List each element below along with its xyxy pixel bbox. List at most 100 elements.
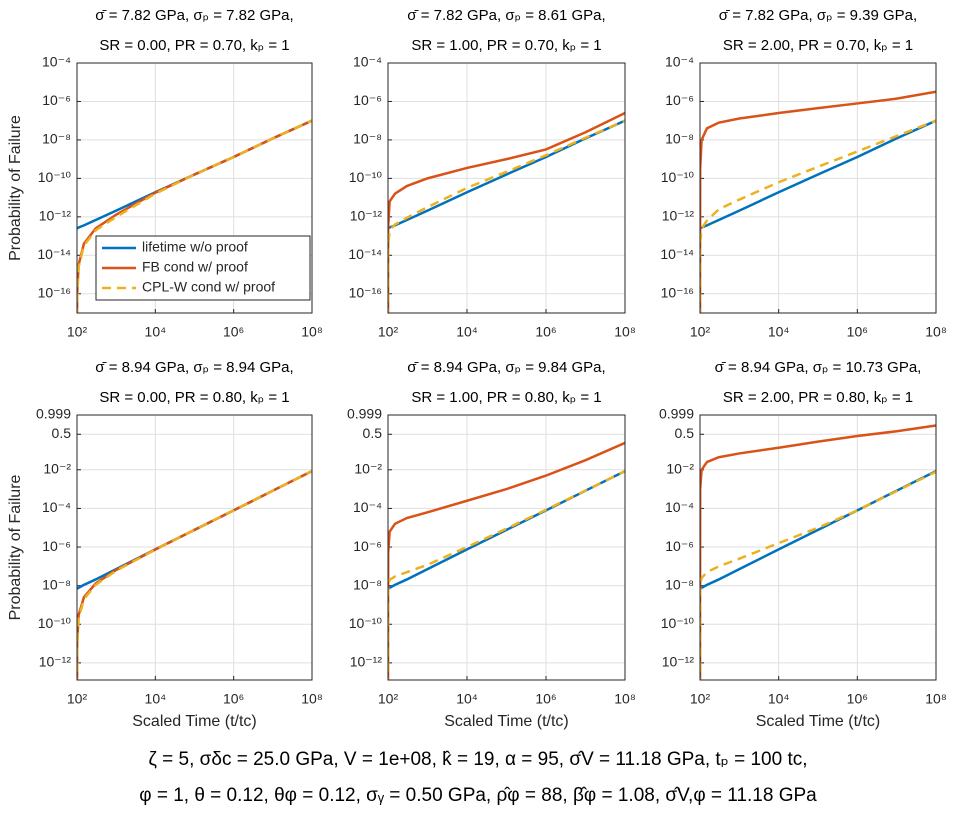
y-tick-label: 10⁻⁸ — [353, 131, 382, 147]
series-line — [388, 470, 625, 680]
y-tick-label: 10⁻¹⁰ — [349, 615, 383, 631]
y-tick-label: 10⁻¹⁰ — [661, 615, 695, 631]
axes-box — [699, 414, 937, 681]
chart-title: SR = 0.00, PR = 0.70, kₚ = 1 — [99, 37, 289, 54]
y-tick-label: 10⁻¹² — [350, 654, 383, 670]
x-tick-label: 10² — [67, 324, 88, 340]
axes-box — [76, 62, 313, 314]
y-tick-label: 10⁻⁶ — [42, 538, 71, 554]
y-tick-label: 10⁻¹⁴ — [348, 246, 382, 262]
y-tick-label: 10⁻² — [666, 460, 694, 476]
x-tick-label: 10⁴ — [768, 691, 790, 707]
chart-title: σ̄ = 7.82 GPa, σₚ = 7.82 GPa, — [95, 7, 293, 24]
y-tick-label: 10⁻⁶ — [42, 92, 71, 108]
y-axis-label: Probability of Failure — [7, 474, 24, 620]
chart-title: σ̄ = 8.94 GPa, σₚ = 10.73 GPa, — [715, 359, 922, 376]
y-tick-label: 10⁻¹⁰ — [38, 615, 72, 631]
x-tick-label: 10⁸ — [925, 691, 947, 707]
chart-title: SR = 1.00, PR = 0.80, kₚ = 1 — [411, 389, 601, 406]
x-tick-label: 10⁸ — [301, 691, 323, 707]
legend-label: FB cond w/ proof — [142, 259, 248, 275]
y-tick-label: 0.5 — [675, 425, 695, 441]
chart-title: σ̄ = 8.94 GPa, σₚ = 8.94 GPa, — [95, 359, 293, 376]
series-line — [388, 441, 625, 680]
y-tick-label: 10⁻² — [43, 460, 71, 476]
y-tick-label: 10⁻¹² — [39, 208, 72, 224]
chart-title: σ̄ = 7.82 GPa, σₚ = 9.39 GPa, — [719, 7, 917, 24]
chart-title: SR = 2.00, PR = 0.70, kₚ = 1 — [723, 37, 913, 54]
legend-label: CPL-W cond w/ proof — [142, 279, 275, 295]
series-line — [700, 470, 936, 680]
y-tick-label: 0.5 — [363, 425, 383, 441]
y-tick-label: 10⁻⁴ — [353, 499, 382, 515]
chart-title: SR = 2.00, PR = 0.80, kₚ = 1 — [723, 389, 913, 406]
x-axis-label: Scaled Time (t/tc) — [444, 713, 568, 730]
axes-box — [699, 62, 937, 314]
y-tick-label: 10⁻¹⁰ — [38, 169, 72, 185]
plot-area — [388, 63, 625, 313]
y-tick-label: 10⁻⁴ — [665, 54, 694, 70]
chart-title: σ̄ = 8.94 GPa, σₚ = 9.84 GPa, — [407, 359, 605, 376]
y-tick-label: 10⁻⁴ — [353, 54, 382, 70]
y-axis-label: Probability of Failure — [7, 115, 24, 261]
y-tick-label: 10⁻⁶ — [665, 92, 694, 108]
x-tick-label: 10⁶ — [223, 324, 244, 340]
x-tick-label: 10² — [378, 324, 399, 340]
x-tick-label: 10⁴ — [456, 691, 478, 707]
series-line — [700, 424, 936, 680]
y-tick-label: 0.999 — [659, 406, 694, 422]
axes-box — [387, 414, 626, 681]
y-tick-label: 10⁻¹² — [662, 208, 695, 224]
y-tick-label: 10⁻⁴ — [42, 54, 71, 70]
y-tick-label: 10⁻¹⁶ — [38, 284, 71, 300]
legend-label: lifetime w/o proof — [142, 239, 248, 255]
y-tick-label: 10⁻¹⁴ — [660, 246, 694, 262]
x-tick-label: 10² — [690, 691, 711, 707]
x-tick-label: 10⁶ — [535, 324, 556, 340]
x-tick-label: 10⁶ — [847, 691, 868, 707]
series-line — [700, 119, 936, 313]
x-tick-label: 10⁸ — [614, 691, 636, 707]
y-tick-label: 10⁻⁴ — [665, 499, 694, 515]
y-tick-label: 10⁻⁸ — [665, 131, 694, 147]
x-tick-label: 10⁸ — [614, 324, 636, 340]
y-tick-label: 10⁻¹² — [39, 654, 72, 670]
series-line — [388, 111, 625, 313]
y-tick-label: 0.999 — [347, 406, 382, 422]
chart-title: SR = 0.00, PR = 0.80, kₚ = 1 — [99, 389, 289, 406]
x-tick-label: 10² — [690, 324, 711, 340]
x-tick-label: 10⁶ — [223, 691, 244, 707]
y-tick-label: 10⁻¹⁰ — [349, 169, 383, 185]
caption-line: φ = 1, θ = 0.12, θφ = 0.12, σᵧ = 0.50 GP… — [139, 785, 817, 806]
x-tick-label: 10² — [378, 691, 399, 707]
x-axis-label: Scaled Time (t/tc) — [756, 713, 880, 730]
y-tick-label: 10⁻⁶ — [353, 92, 382, 108]
y-tick-label: 10⁻¹² — [662, 654, 695, 670]
x-tick-label: 10⁶ — [847, 324, 868, 340]
axes-box — [76, 414, 313, 681]
y-tick-label: 10⁻¹⁴ — [37, 246, 71, 262]
x-tick-label: 10² — [67, 691, 88, 707]
x-tick-label: 10⁴ — [145, 691, 167, 707]
axes-box — [387, 62, 626, 314]
y-tick-label: 0.5 — [52, 425, 72, 441]
y-tick-label: 0.999 — [36, 406, 71, 422]
y-tick-label: 10⁻⁶ — [353, 538, 382, 554]
x-axis-label: Scaled Time (t/tc) — [132, 713, 256, 730]
chart-title: SR = 1.00, PR = 0.70, kₚ = 1 — [411, 37, 601, 54]
y-tick-label: 10⁻⁸ — [353, 576, 382, 592]
chart-title: σ̄ = 7.82 GPa, σₚ = 8.61 GPa, — [407, 7, 605, 24]
x-tick-label: 10⁸ — [925, 324, 947, 340]
x-tick-label: 10⁶ — [535, 691, 556, 707]
series-line — [700, 90, 936, 313]
y-tick-label: 10⁻¹⁶ — [661, 284, 694, 300]
x-tick-label: 10⁸ — [301, 324, 323, 340]
y-tick-label: 10⁻⁶ — [665, 538, 694, 554]
x-tick-label: 10⁴ — [768, 324, 790, 340]
y-tick-label: 10⁻⁸ — [665, 576, 694, 592]
series-line — [388, 119, 625, 313]
plot-area — [700, 63, 936, 313]
x-tick-label: 10⁴ — [145, 324, 167, 340]
y-tick-label: 10⁻¹⁶ — [349, 284, 382, 300]
